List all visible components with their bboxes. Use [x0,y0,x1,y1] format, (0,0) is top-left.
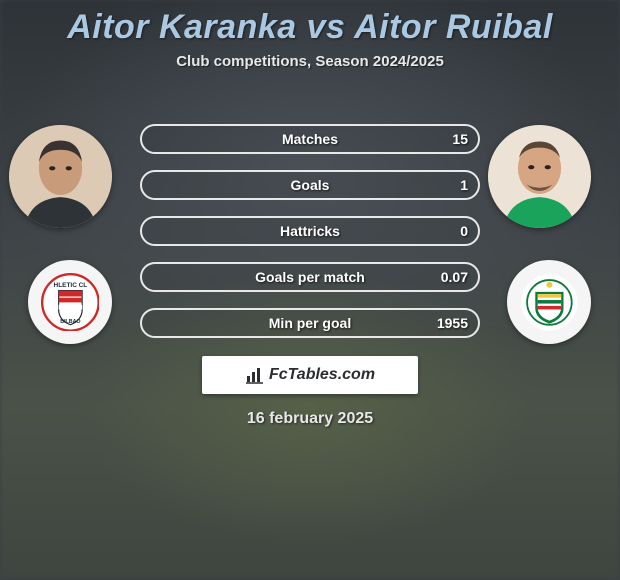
brand-text: FcTables.com [269,366,375,384]
shield-icon: HLETIC CL BILBAO [41,273,100,332]
comparison-bar-row: Goals1 [140,170,480,200]
bar-right-value: 1955 [437,310,468,336]
comparison-bar-row: Goals per match0.07 [140,262,480,292]
brand-badge[interactable]: FcTables.com [202,356,418,394]
bar-right-value: 0 [460,218,468,244]
svg-text:BILBAO: BILBAO [60,319,80,325]
bar-label: Goals per match [142,264,478,290]
comparison-bar-row: Min per goal1955 [140,308,480,338]
comparison-subtitle: Club competitions, Season 2024/2025 [0,53,620,70]
bar-right-value: 0.07 [441,264,468,290]
bar-right-value: 1 [460,172,468,198]
club-crest-left: HLETIC CL BILBAO [28,260,112,344]
person-icon [488,125,591,228]
bar-label: Matches [142,126,478,152]
player-right-avatar [488,125,591,228]
shield-icon [520,273,579,332]
person-icon [9,125,112,228]
bar-label: Hattricks [142,218,478,244]
club-crest-right [507,260,591,344]
bar-chart-icon [245,365,265,385]
player-left-avatar [9,125,112,228]
bar-right-value: 15 [452,126,468,152]
comparison-bar-row: Matches15 [140,124,480,154]
comparison-date: 16 february 2025 [0,410,620,428]
svg-text:HLETIC CL: HLETIC CL [53,282,87,289]
comparison-bar-row: Hattricks0 [140,216,480,246]
bar-label: Goals [142,172,478,198]
bar-label: Min per goal [142,310,478,336]
comparison-title: Aitor Karanka vs Aitor Ruibal [0,0,620,47]
comparison-bars: Matches15 Goals1 Hattricks0 Goals per match… [140,124,480,354]
